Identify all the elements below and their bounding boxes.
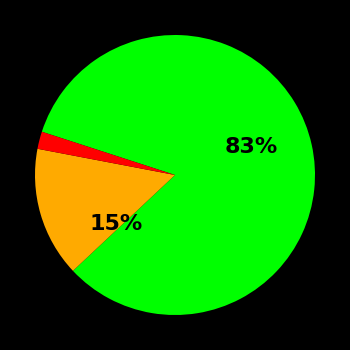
Text: 83%: 83%: [225, 137, 278, 157]
Text: 15%: 15%: [89, 215, 143, 234]
Wedge shape: [42, 35, 315, 315]
Wedge shape: [37, 132, 175, 175]
Wedge shape: [35, 149, 175, 271]
